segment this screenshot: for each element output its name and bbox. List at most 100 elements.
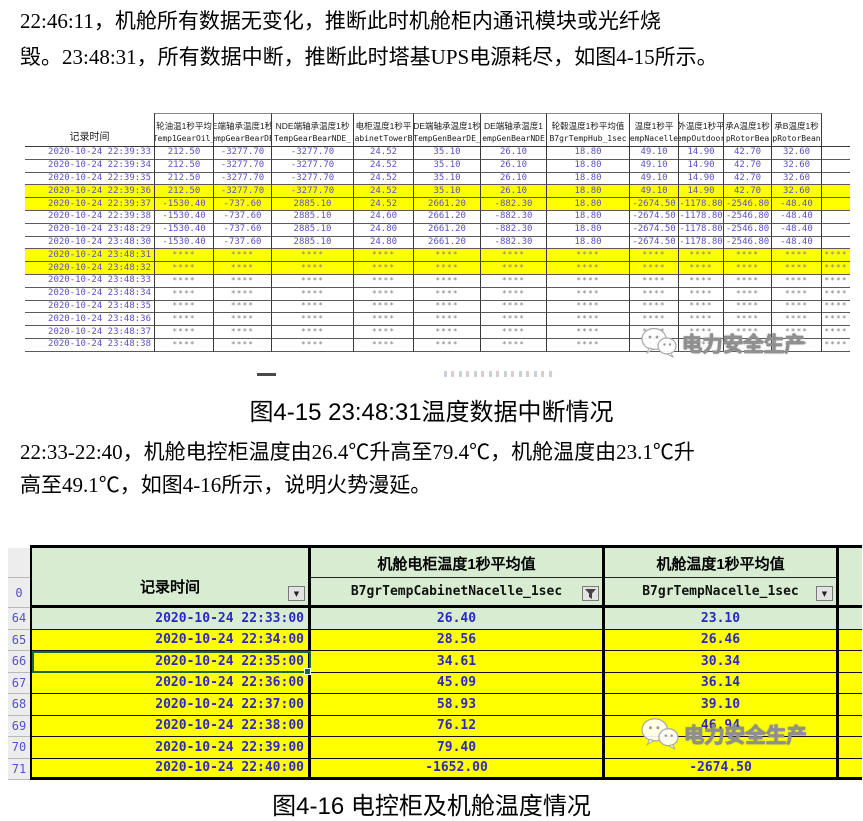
paragraph-line: 毁。23:48:31，所有数据中断，推断此时塔基UPS电源耗尽，如图4-15所示… bbox=[20, 45, 718, 69]
nacelle-temp-variable-header: B7grTempNacelle_1sec ▼ bbox=[605, 578, 839, 608]
row-number: 64 bbox=[8, 608, 30, 630]
value-cell: 18.80 bbox=[547, 147, 630, 160]
value-cell: 24.52 bbox=[354, 185, 414, 199]
cropped-text-remnant bbox=[444, 371, 556, 377]
value-cell bbox=[822, 185, 850, 199]
funnel-icon bbox=[585, 588, 596, 599]
value-cell: **** bbox=[630, 300, 679, 314]
paragraph-line: 22:46:11，机舱所有数据无变化，推断此时机舱柜内通讯模块或光纤烧 bbox=[20, 9, 661, 33]
value-cell: **** bbox=[772, 287, 822, 301]
value-cell: -1530.40 bbox=[155, 236, 214, 250]
value-cell: **** bbox=[272, 274, 354, 288]
intro-paragraph: 22:46:11，机舱所有数据无变化，推断此时机舱柜内通讯模块或光纤烧 毁。23… bbox=[20, 3, 850, 75]
value-cell: **** bbox=[630, 338, 679, 352]
value-cell: **** bbox=[414, 338, 481, 352]
cut-column-sliver bbox=[839, 715, 862, 737]
value-cell: **** bbox=[724, 338, 772, 352]
value-cell: **** bbox=[547, 262, 630, 275]
value-cell: **** bbox=[679, 274, 724, 288]
nacelle-temp-cell: 23.10 bbox=[605, 608, 839, 630]
value-cell: **** bbox=[679, 287, 724, 301]
cabinet-temp-cell: 76.12 bbox=[311, 715, 605, 737]
column-header-en: CabinetTowerBr bbox=[354, 134, 414, 143]
row-number: 67 bbox=[8, 673, 30, 694]
value-cell: 26.10 bbox=[481, 159, 547, 173]
value-cell: **** bbox=[822, 301, 850, 314]
value-cell: 212.50 bbox=[155, 172, 214, 186]
value-cell: **** bbox=[630, 274, 679, 288]
value-cell: **** bbox=[481, 300, 547, 314]
record-time-cell: 2020-10-24 23:48:31 bbox=[25, 249, 155, 263]
value-cell: -2546.80 bbox=[724, 236, 772, 250]
value-cell: **** bbox=[481, 287, 547, 301]
value-cell: **** bbox=[630, 249, 679, 263]
value-cell: -1178.80 bbox=[679, 198, 724, 211]
value-cell: **** bbox=[354, 338, 414, 352]
value-cell: **** bbox=[724, 262, 772, 275]
cut-column-sliver bbox=[839, 694, 862, 716]
cut-column-sliver bbox=[839, 672, 862, 694]
record-time-cell[interactable]: 2020-10-24 22:35:00 bbox=[32, 651, 311, 674]
record-time-cell: 2020-10-24 23:48:35 bbox=[25, 300, 155, 314]
value-cell: **** bbox=[414, 313, 481, 327]
column-header: 电柜温度1秒平 CabinetTowerBr bbox=[354, 113, 414, 147]
figure-4-16-caption: 图4-16 电控柜及机舱温度情况 bbox=[272, 793, 591, 820]
column-header-cn: NDE端轴承温度1秒 bbox=[275, 121, 350, 131]
value-cell: 26.10 bbox=[481, 172, 547, 186]
value-cell: -48.40 bbox=[772, 223, 822, 237]
value-cell: **** bbox=[214, 287, 272, 301]
value-cell: -882.30 bbox=[481, 223, 547, 237]
value-cell: **** bbox=[155, 274, 214, 288]
figure-4-15-table: 记录时间 轮油温1秒平均 Temp1GearOil_ E端轴承温度1秒 empGearB… bbox=[25, 113, 850, 352]
value-cell: **** bbox=[679, 300, 724, 314]
value-cell: 18.80 bbox=[547, 172, 630, 186]
value-cell: 18.80 bbox=[547, 198, 630, 211]
value-cell: **** bbox=[547, 338, 630, 352]
filter-dropdown-button[interactable]: ▼ bbox=[288, 586, 305, 601]
record-time-cell: 2020-10-24 22:38:00 bbox=[32, 715, 311, 737]
value-cell: 35.10 bbox=[414, 159, 481, 173]
value-cell bbox=[822, 198, 850, 211]
paragraph-line: 22:33-22:40，机舱电控柜温度由26.4℃升高至79.4℃，机舱温度由2… bbox=[20, 440, 695, 464]
value-cell: 18.80 bbox=[547, 159, 630, 173]
column-header-en: empOutdoor bbox=[679, 134, 724, 143]
value-cell: **** bbox=[214, 326, 272, 339]
value-cell: **** bbox=[679, 249, 724, 263]
value-cell: -2546.80 bbox=[724, 223, 772, 237]
value-cell: **** bbox=[772, 249, 822, 263]
value-cell: **** bbox=[155, 287, 214, 301]
value-cell: **** bbox=[547, 274, 630, 288]
filter-dropdown-button[interactable]: ▼ bbox=[816, 586, 833, 601]
value-cell: **** bbox=[354, 300, 414, 314]
record-time-cell: 2020-10-24 23:48:37 bbox=[25, 326, 155, 339]
value-cell: **** bbox=[547, 326, 630, 339]
value-cell: 42.70 bbox=[724, 185, 772, 199]
value-cell: **** bbox=[481, 326, 547, 339]
nacelle-temp-cell: 26.46 bbox=[605, 629, 839, 651]
value-cell: -1530.40 bbox=[155, 198, 214, 211]
value-cell: **** bbox=[155, 338, 214, 352]
value-cell bbox=[822, 211, 850, 224]
nacelle-temp-cell: 36.14 bbox=[605, 672, 839, 694]
filter-funnel-button[interactable] bbox=[582, 586, 599, 601]
value-cell: 2885.10 bbox=[272, 210, 354, 224]
cabinet-temp-column-header: 机舱电柜温度1秒平均值 bbox=[311, 548, 605, 578]
value-cell: **** bbox=[414, 262, 481, 275]
column-header-cn: 轮油温1秒平均 bbox=[156, 121, 212, 131]
value-cell: 35.10 bbox=[414, 147, 481, 160]
value-cell: **** bbox=[822, 249, 850, 263]
value-cell: 26.10 bbox=[481, 185, 547, 199]
column-header-en: empGenBearNDE bbox=[482, 134, 545, 143]
value-cell: **** bbox=[630, 262, 679, 275]
value-cell: **** bbox=[155, 262, 214, 275]
value-cell: **** bbox=[547, 300, 630, 314]
value-cell: 49.10 bbox=[630, 159, 679, 173]
record-time-cell: 2020-10-24 23:48:32 bbox=[25, 262, 155, 275]
record-time-cell: 2020-10-24 23:48:30 bbox=[25, 236, 155, 250]
value-cell bbox=[822, 147, 850, 160]
row-number-gutter: 0 64 65 66 67 68 69 70 71 bbox=[8, 548, 31, 780]
value-cell: 14.90 bbox=[679, 172, 724, 186]
value-cell: 212.50 bbox=[155, 147, 214, 160]
cut-column-sliver bbox=[839, 737, 862, 759]
